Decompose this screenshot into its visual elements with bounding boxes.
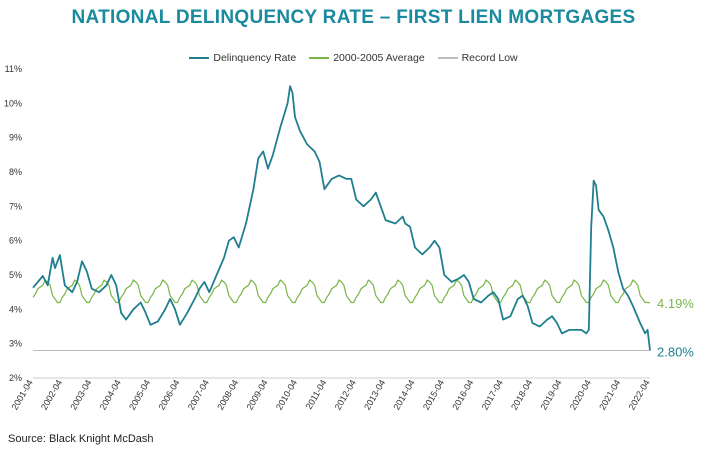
x-tick-label: 2006-04 [156, 378, 181, 412]
x-tick-label: 2002-04 [39, 378, 64, 412]
x-tick-label: 2017-04 [480, 378, 505, 412]
x-tick-label: 2010-04 [274, 378, 299, 412]
legend-label-record-low: Record Low [461, 52, 518, 64]
y-tick-label: 9% [9, 133, 22, 143]
y-tick-label: 3% [9, 339, 22, 349]
x-tick-label: 2009-04 [245, 378, 270, 412]
legend-swatch-average [309, 57, 330, 59]
x-tick-label: 2021-04 [597, 378, 622, 412]
x-tick-label: 2018-04 [509, 378, 534, 412]
x-tick-label: 2004-04 [98, 378, 123, 412]
y-tick-label: 7% [9, 201, 22, 211]
end-label-average: 4.19% [657, 296, 694, 311]
legend-item-record-low: Record Low [437, 52, 518, 64]
legend-swatch-delinquency-rate [189, 57, 210, 59]
x-tick-label: 2013-04 [362, 378, 387, 412]
y-axis: 2% 3% 4% 5% 6% 7% 8% 9% 10% 11% [4, 64, 22, 383]
legend-label-delinquency-rate: Delinquency Rate [213, 52, 297, 64]
y-tick-label: 11% [5, 64, 22, 74]
legend-label-average: 2000-2005 Average [333, 52, 425, 64]
legend-swatch-record-low [437, 57, 458, 59]
x-tick-label: 2011-04 [304, 378, 329, 411]
y-tick-label: 6% [9, 236, 22, 246]
legend: Delinquency Rate 2000-2005 Average Recor… [0, 50, 707, 64]
legend-item-delinquency-rate: Delinquency Rate [189, 52, 296, 64]
x-tick-label: 2005-04 [127, 378, 152, 412]
y-tick-label: 2% [9, 373, 22, 383]
series-line-delinquency-rate [32, 85, 651, 351]
x-tick-label: 2008-04 [215, 378, 240, 412]
y-tick-label: 8% [9, 167, 22, 177]
chart-title: NATIONAL DELINQUENCY RATE – FIRST LIEN M… [71, 7, 636, 28]
chart-plot: 2%3%4%5%6%7%8%9%10%11% 2001-04 2002-04 200… [4, 64, 694, 412]
x-tick-label: 2019-04 [538, 378, 563, 412]
x-tick-label: 2007-04 [186, 378, 211, 412]
y-tick-label: 10% [4, 98, 22, 108]
source-note: Source: Black Knight McDash [8, 433, 154, 445]
y-tick-label: 5% [9, 270, 22, 280]
x-tick-label: 2022-04 [627, 378, 652, 412]
x-tick-label: 2012-04 [333, 378, 358, 412]
y-tick-label: 4% [9, 304, 22, 314]
x-tick-label: 2016-04 [450, 378, 475, 412]
x-tick-label: 2001-04 [10, 378, 35, 412]
series-line-average [32, 279, 651, 304]
x-tick-label: 2015-04 [421, 378, 446, 412]
x-tick-label: 2003-04 [68, 378, 93, 412]
end-label-delinquency-rate: 2.80% [657, 345, 694, 360]
x-tick-label: 2020-04 [568, 378, 593, 412]
x-tick-label: 2014-04 [392, 378, 417, 412]
legend-item-average: 2000-2005 Average [309, 52, 425, 64]
x-axis: 2001-04 2002-04 2003-04 2004-04 2005-04 2006-… [10, 378, 652, 412]
